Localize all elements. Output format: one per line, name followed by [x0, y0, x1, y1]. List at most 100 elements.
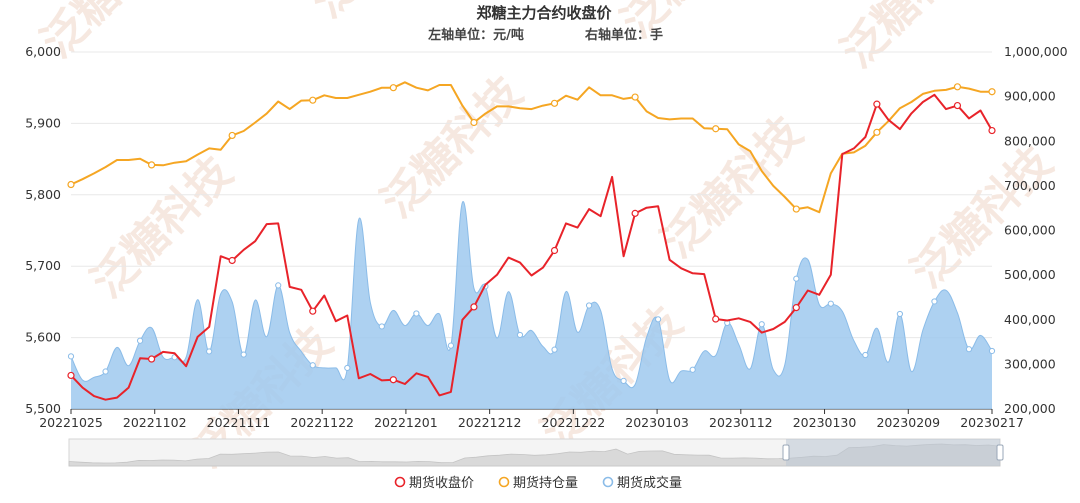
legend-label-2: 期货成交量 — [617, 475, 682, 491]
volume-point — [827, 300, 834, 307]
y-left-tick-label: 6,000 — [25, 44, 61, 59]
close-price-point — [309, 307, 317, 315]
legend-marker-1 — [498, 476, 510, 488]
y-left-tick-label: 5,700 — [25, 258, 61, 273]
open-interest-point — [309, 96, 317, 104]
left-y-axis: 5,500 5,600 5,700 5,800 5,900 6,000 — [25, 44, 61, 416]
open-interest-point — [873, 128, 881, 136]
zoom-handle-left — [782, 444, 790, 461]
volume-point — [655, 316, 662, 323]
close-price-line — [70, 93, 993, 401]
y-right-tick-label: 700,000 — [1004, 178, 1056, 193]
volume-point — [896, 310, 904, 318]
open-interest-point — [228, 131, 236, 140]
close-price-point — [147, 355, 156, 363]
y-right-tick-label: 200,000 — [1004, 401, 1056, 416]
open-interest-point — [792, 205, 800, 213]
volume-point — [378, 323, 385, 330]
close-price-point — [550, 246, 559, 255]
volume-point — [447, 342, 455, 349]
volume-area — [71, 201, 992, 409]
y-right-tick-label: 500,000 — [1004, 267, 1056, 282]
volume-point — [931, 298, 938, 305]
watermark-text-1: 泛糖科技 — [302, 0, 463, 28]
close-price-point — [988, 126, 996, 135]
close-price-point — [873, 100, 881, 108]
close-price-point — [631, 209, 639, 217]
left-axis-unit: 左轴单位：元/吨 — [428, 27, 524, 43]
y-right-tick-label: 300,000 — [1004, 356, 1056, 371]
y-right-tick-label: 900,000 — [1004, 89, 1056, 104]
y-right-tick-label: 1,000,000 — [1004, 44, 1068, 59]
volume-point — [988, 347, 996, 355]
legend-label-1: 期货持仓量 — [513, 475, 578, 491]
y-right-tick-label: 600,000 — [1004, 223, 1056, 238]
volume-point — [516, 331, 524, 339]
y-left-tick-label: 5,500 — [25, 401, 61, 416]
open-interest-point — [550, 99, 559, 107]
close-price-point — [953, 101, 962, 110]
volume-point — [67, 353, 75, 360]
close-price-series — [67, 93, 996, 401]
volume-point — [793, 275, 800, 282]
volume-point — [344, 364, 351, 372]
zoom-handle-right — [996, 444, 1004, 461]
x-tick-label: 20221212 — [458, 415, 522, 430]
close-price-point — [712, 315, 720, 323]
volume-point — [102, 368, 109, 375]
y-right-tick-label: 800,000 — [1004, 133, 1056, 148]
x-tick-label: 20221102 — [123, 415, 187, 430]
open-interest-point — [712, 125, 720, 133]
x-tick-label: 20230130 — [793, 415, 857, 430]
y-left-tick-label: 5,900 — [25, 115, 61, 130]
volume-point — [620, 377, 627, 384]
volume-point — [136, 337, 144, 344]
volume-point — [862, 351, 869, 359]
x-tick-label: 20230209 — [876, 415, 940, 430]
close-price-point — [792, 304, 800, 312]
volume-point — [965, 346, 973, 353]
close-price-point — [389, 376, 397, 384]
open-interest-point — [67, 180, 75, 189]
y-right-tick-label: 400,000 — [1004, 312, 1056, 327]
legend[interactable]: 期货收盘价 期货持仓量 期货成交量 — [394, 475, 683, 491]
volume-point — [758, 321, 765, 328]
legend-marker-0 — [394, 476, 406, 488]
open-interest-point — [953, 83, 962, 91]
open-interest-series — [67, 81, 996, 214]
open-interest-point — [470, 118, 478, 127]
legend-marker-2 — [602, 476, 614, 488]
watermark-text-4: 泛糖科技 — [82, 147, 243, 308]
volume-point — [585, 302, 593, 309]
volume-point — [551, 346, 558, 353]
y-left-tick-label: 5,600 — [25, 330, 61, 345]
open-interest-point — [389, 84, 397, 92]
chart-title: 郑糖主力合约收盘价 — [476, 4, 612, 22]
open-interest-point — [147, 161, 156, 169]
x-tick-label: 20221122 — [290, 415, 354, 430]
x-axis: 20221025 20221102 20221111 20221122 20221201… — [39, 408, 1024, 430]
watermark-text-3: 泛糖科技 — [832, 0, 993, 78]
open-interest-point — [631, 93, 639, 101]
x-tick-label: 20221111 — [207, 415, 271, 430]
open-interest-line — [70, 81, 992, 214]
watermark-text-6: 泛糖科技 — [652, 107, 813, 268]
y-left-tick-label: 5,800 — [25, 187, 61, 202]
zoom-selected-window — [786, 439, 1000, 466]
right-axis-unit: 右轴单位：手 — [584, 27, 663, 43]
volume-point — [206, 348, 213, 355]
volume-point — [240, 351, 247, 358]
volume-point — [275, 282, 282, 289]
right-y-axis: 200,000 300,000 400,000 500,000 600,000 700,0… — [1004, 44, 1068, 416]
volume-point — [413, 310, 420, 317]
x-tick-label: 20230103 — [625, 415, 689, 430]
volume-point — [309, 362, 316, 369]
x-tick-label: 20221201 — [374, 415, 438, 430]
data-zoom-slider[interactable] — [68, 438, 1004, 467]
watermark-text-5: 泛糖科技 — [372, 67, 533, 228]
x-tick-label: 20221025 — [39, 415, 103, 430]
open-interest-point — [988, 88, 996, 96]
close-price-point — [67, 371, 75, 380]
x-tick-label: 20230112 — [709, 415, 773, 430]
